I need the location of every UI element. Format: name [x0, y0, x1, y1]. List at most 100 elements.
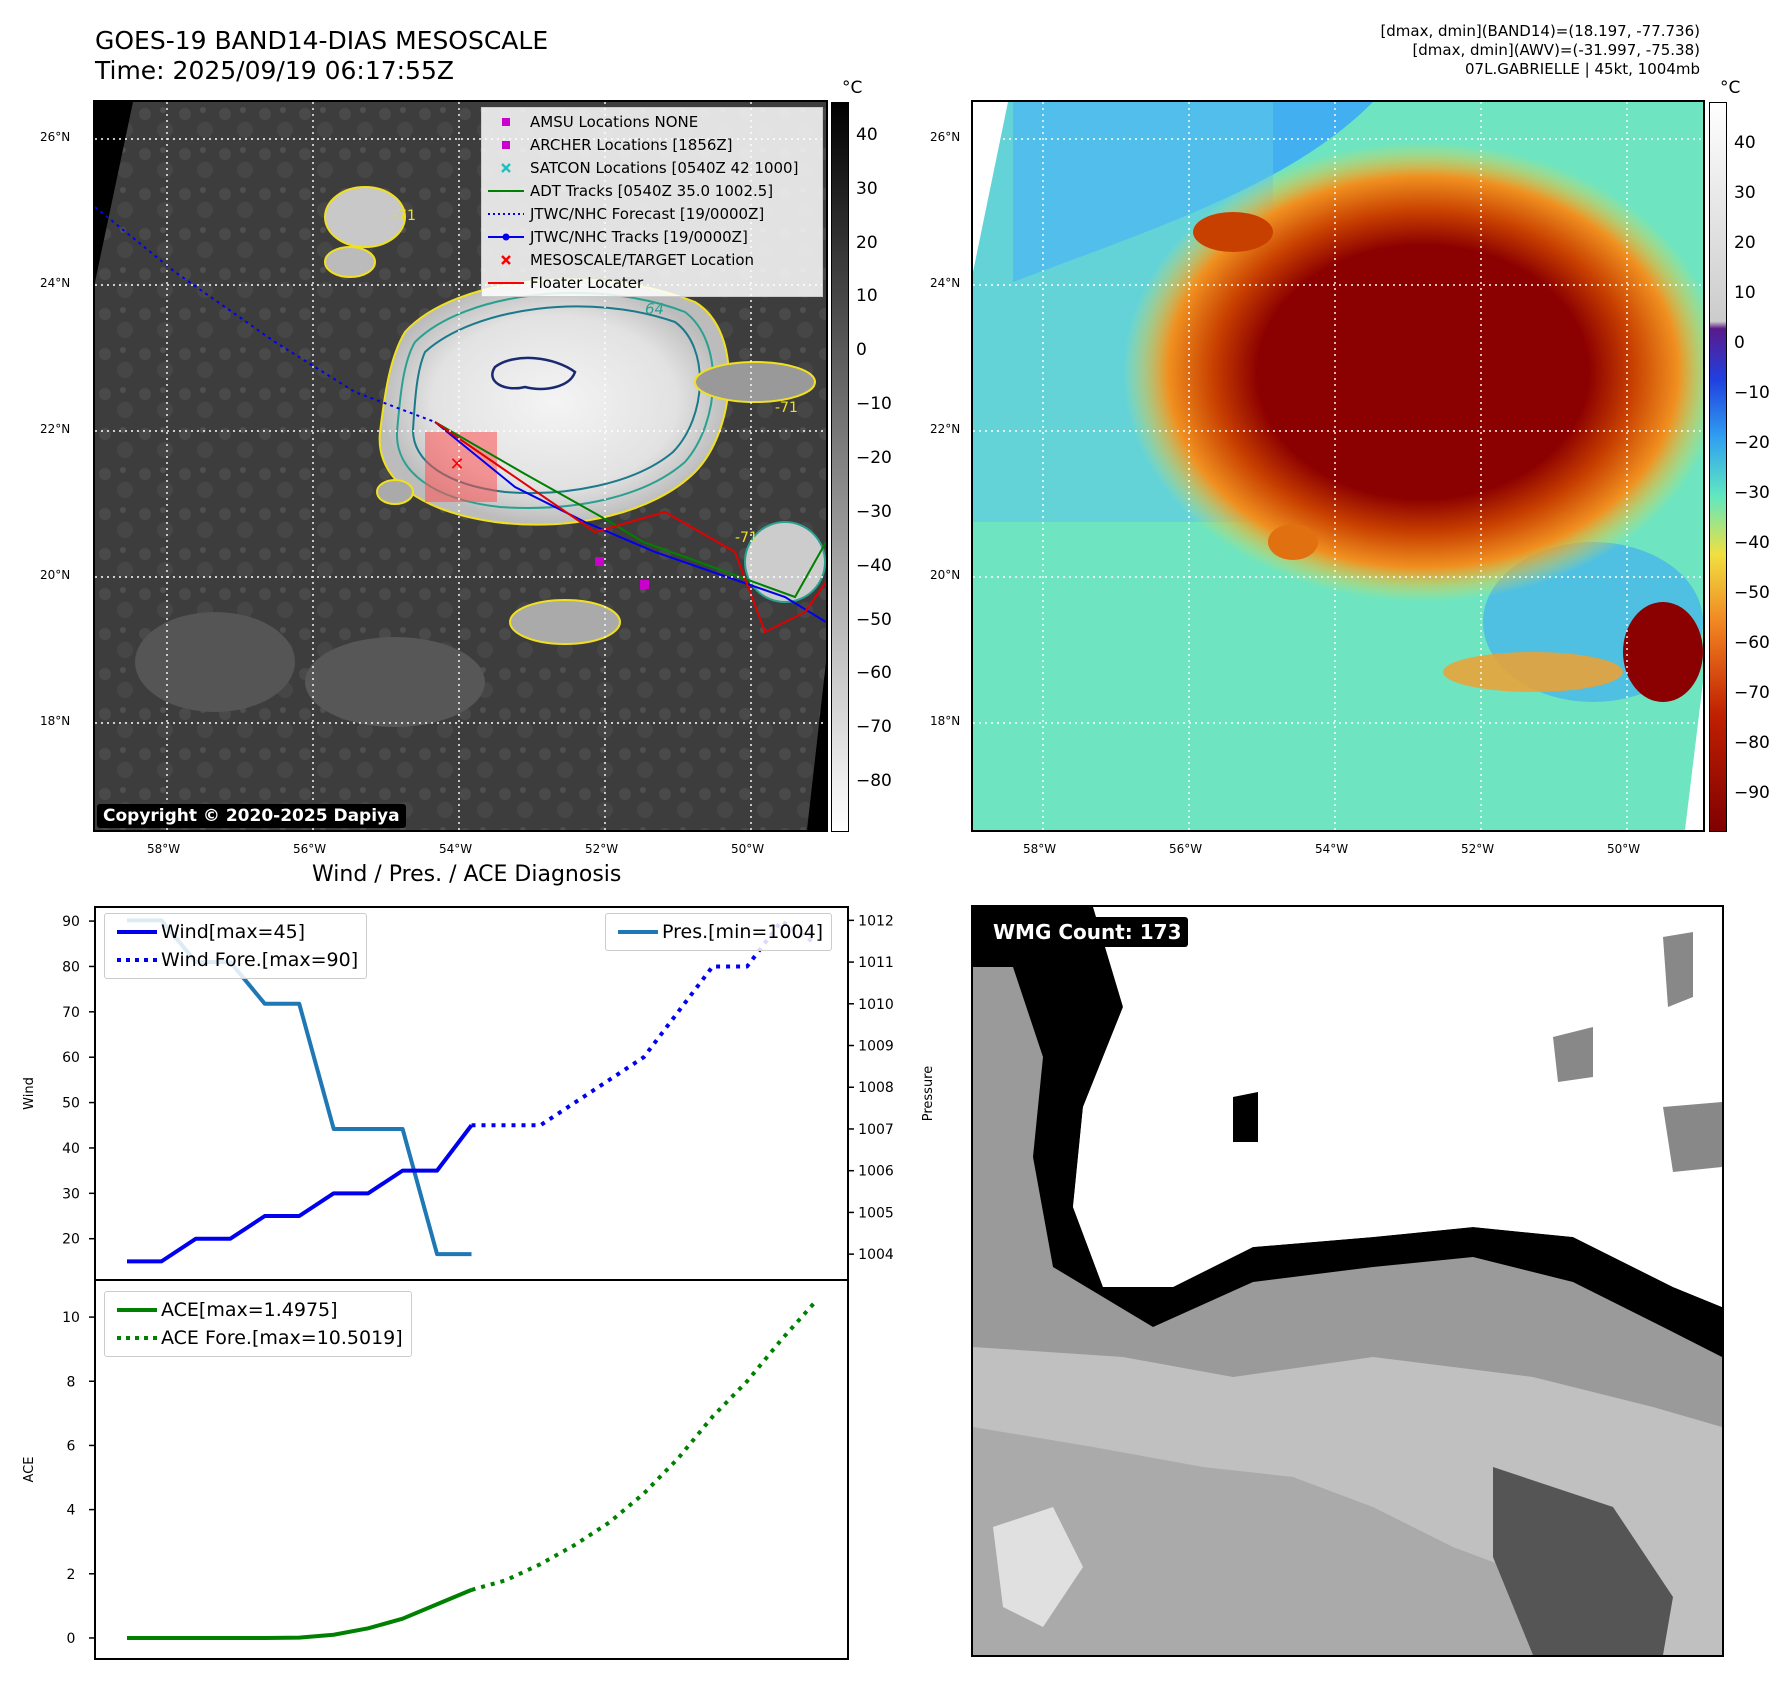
- awv-colorbar: [1709, 102, 1727, 832]
- legend-item: Wind Fore.[max=90]: [113, 946, 358, 974]
- legend-item: AMSU Locations NONE: [482, 110, 822, 133]
- colorbar-tick: 10: [1734, 283, 1756, 303]
- awv-colorbar-unit: °C: [1720, 78, 1741, 98]
- colorbar-tick: 20: [856, 232, 878, 253]
- legend-item: JTWC/NHC Forecast [19/0000Z]: [482, 202, 822, 225]
- colorbar-tick: −10: [1734, 383, 1770, 403]
- wind-tick-label: 70: [62, 1005, 80, 1021]
- colorbar-tick: −60: [1734, 633, 1770, 653]
- colorbar-tick: 40: [1734, 133, 1756, 153]
- pressure-tick-label: 1009: [858, 1039, 894, 1055]
- colorbar-tick: −30: [1734, 483, 1770, 503]
- ir-contour-core: [491, 356, 577, 391]
- wmg-svg: [973, 907, 1722, 1655]
- wmg-patch-ne2: [1553, 1027, 1593, 1082]
- colorbar-tick: −70: [856, 717, 892, 738]
- colorbar-tick: 20: [1734, 233, 1756, 253]
- ir-cell-west: [376, 479, 414, 505]
- wind-axis-label: Wind: [22, 1077, 37, 1110]
- legend-label: SATCON Locations [0540Z 42 1000]: [530, 158, 799, 177]
- lon-tick: 56°W: [1169, 842, 1203, 856]
- legend-label: MESOSCALE/TARGET Location: [530, 250, 755, 269]
- wind-legend: Wind[max=45] Wind Fore.[max=90]: [104, 913, 368, 979]
- legend-item: ACE Fore.[max=10.5019]: [113, 1324, 403, 1352]
- ir-low-cloud: [135, 612, 295, 712]
- pres-legend: Pres.[min=1004]: [605, 913, 833, 951]
- wind-tick-label: 50: [62, 1096, 80, 1112]
- wmg-white-region: [1073, 907, 1722, 1307]
- colorbar-tick: −50: [856, 609, 892, 630]
- colorbar-tick: 0: [856, 340, 867, 361]
- lon-tick: 56°W: [293, 842, 327, 856]
- solid-line-icon: [113, 1306, 161, 1314]
- wind-tick-label: 80: [62, 959, 80, 975]
- wmg-dark-cell: [1233, 1092, 1258, 1142]
- lat-tick: 22°N: [40, 422, 71, 436]
- colorbar-tick: 40: [856, 124, 878, 145]
- ace-tick-label: 8: [67, 1374, 76, 1390]
- ir-cell-north: [324, 186, 406, 248]
- ace-line: [127, 1588, 473, 1640]
- wind-forecast-line: [471, 919, 818, 1128]
- awv-map-svg: [973, 102, 1703, 830]
- colorbar-tick: −50: [1734, 583, 1770, 603]
- square-marker-icon: [482, 139, 530, 151]
- ace-forecast-line: [470, 1299, 818, 1592]
- contour-label: 64: [645, 300, 664, 318]
- legend-item: JTWC/NHC Tracks [19/0000Z]: [482, 225, 822, 248]
- adt-track: [434, 421, 826, 599]
- meta-band14: [dmax, dmin](BAND14)=(18.197, -77.736): [1380, 22, 1700, 40]
- copyright-badge: Copyright © 2020-2025 Dapiya: [97, 804, 406, 828]
- title-line-1: GOES-19 BAND14-DIAS MESOSCALE: [95, 26, 549, 55]
- awv-storm-core: [1123, 142, 1703, 602]
- colorbar-tick: −40: [1734, 533, 1770, 553]
- colorbar-tick: 0: [1734, 333, 1745, 353]
- wmg-dark-patch: [1493, 1467, 1673, 1655]
- legend-item: Floater Locater: [482, 271, 822, 294]
- lon-tick: 54°W: [1315, 842, 1349, 856]
- lon-tick: 58°W: [147, 842, 181, 856]
- ace-tick-label: 10: [62, 1310, 80, 1326]
- legend-item: MESOSCALE/TARGET Location: [482, 248, 822, 271]
- lon-tick: 54°W: [439, 842, 473, 856]
- contour-label: -71: [775, 400, 798, 416]
- x-marker-icon: [482, 254, 530, 266]
- wmg-black-ring: [973, 907, 1722, 1357]
- wmg-patch-ne: [1663, 1102, 1722, 1172]
- legend-label: ARCHER Locations [1856Z]: [530, 135, 733, 154]
- dotted-line-icon: [482, 211, 530, 217]
- storm-meta: [dmax, dmin](BAND14)=(18.197, -77.736) […: [1380, 22, 1700, 79]
- legend-label: AMSU Locations NONE: [530, 112, 699, 131]
- solid-line-icon: [113, 928, 161, 936]
- pressure-tick-label: 1010: [858, 997, 894, 1013]
- legend-label: ACE[max=1.4975]: [161, 1299, 338, 1321]
- legend-label: JTWC/NHC Forecast [19/0000Z]: [530, 204, 765, 223]
- colorbar-tick: −20: [1734, 433, 1770, 453]
- ir-cell-north-2: [324, 246, 376, 278]
- wmg-panel: WMG Count: 173: [971, 905, 1724, 1657]
- ace-tick-label: 0: [67, 1631, 76, 1647]
- ir-colorbar-unit: °C: [842, 78, 863, 98]
- lat-tick: 26°N: [930, 130, 961, 144]
- chart-title: GOES-19 BAND14-DIAS MESOSCALE Time: 2025…: [95, 26, 548, 86]
- pressure-tick-label: 1007: [858, 1122, 894, 1138]
- contour-label: -71: [393, 208, 416, 224]
- ir-nodata-right: [807, 662, 826, 830]
- diagnosis-title: Wind / Pres. / ACE Diagnosis: [312, 862, 622, 887]
- awv-map-panel: [971, 100, 1705, 832]
- legend-label: JTWC/NHC Tracks [19/0000Z]: [530, 227, 748, 246]
- lon-tick: 52°W: [1461, 842, 1495, 856]
- wind-tick-label: 90: [62, 914, 80, 930]
- legend-label: ADT Tracks [0540Z 35.0 1002.5]: [530, 181, 774, 200]
- awv-cell-north: [1193, 212, 1273, 252]
- legend-item: SATCON Locations [0540Z 42 1000]: [482, 156, 822, 179]
- pressure-tick-label: 1012: [858, 913, 894, 929]
- lon-tick: 50°W: [1607, 842, 1641, 856]
- pressure-tick-label: 1011: [858, 955, 894, 971]
- archer-marker: [595, 557, 604, 566]
- ir-cell-south: [509, 599, 621, 645]
- legend-item: ARCHER Locations [1856Z]: [482, 133, 822, 156]
- archer-marker: [640, 580, 649, 589]
- ir-nodata-left: [95, 102, 133, 282]
- target-marker: ✕: [449, 454, 464, 475]
